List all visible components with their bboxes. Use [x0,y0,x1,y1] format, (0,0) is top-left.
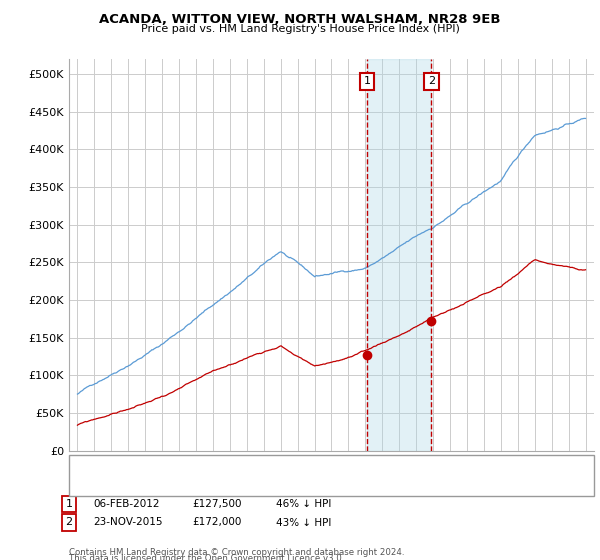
Text: 43% ↓ HPI: 43% ↓ HPI [276,517,331,528]
Text: HPI: Average price, detached house, North Norfolk: HPI: Average price, detached house, Nort… [106,480,352,491]
Text: 2: 2 [65,517,73,528]
Text: 1: 1 [65,499,73,509]
Text: Contains HM Land Registry data © Crown copyright and database right 2024.: Contains HM Land Registry data © Crown c… [69,548,404,557]
Text: 23-NOV-2015: 23-NOV-2015 [93,517,163,528]
Text: 06-FEB-2012: 06-FEB-2012 [93,499,160,509]
Text: 2: 2 [428,76,435,86]
Text: This data is licensed under the Open Government Licence v3.0.: This data is licensed under the Open Gov… [69,554,344,560]
Text: £127,500: £127,500 [192,499,241,509]
Text: £172,000: £172,000 [192,517,241,528]
Text: 1: 1 [364,76,371,86]
Text: ACANDA, WITTON VIEW, NORTH WALSHAM, NR28 9EB (detached house): ACANDA, WITTON VIEW, NORTH WALSHAM, NR28… [106,461,459,472]
Text: ACANDA, WITTON VIEW, NORTH WALSHAM, NR28 9EB: ACANDA, WITTON VIEW, NORTH WALSHAM, NR28… [99,13,501,26]
Text: 46% ↓ HPI: 46% ↓ HPI [276,499,331,509]
Text: Price paid vs. HM Land Registry's House Price Index (HPI): Price paid vs. HM Land Registry's House … [140,24,460,34]
Bar [367,59,431,451]
